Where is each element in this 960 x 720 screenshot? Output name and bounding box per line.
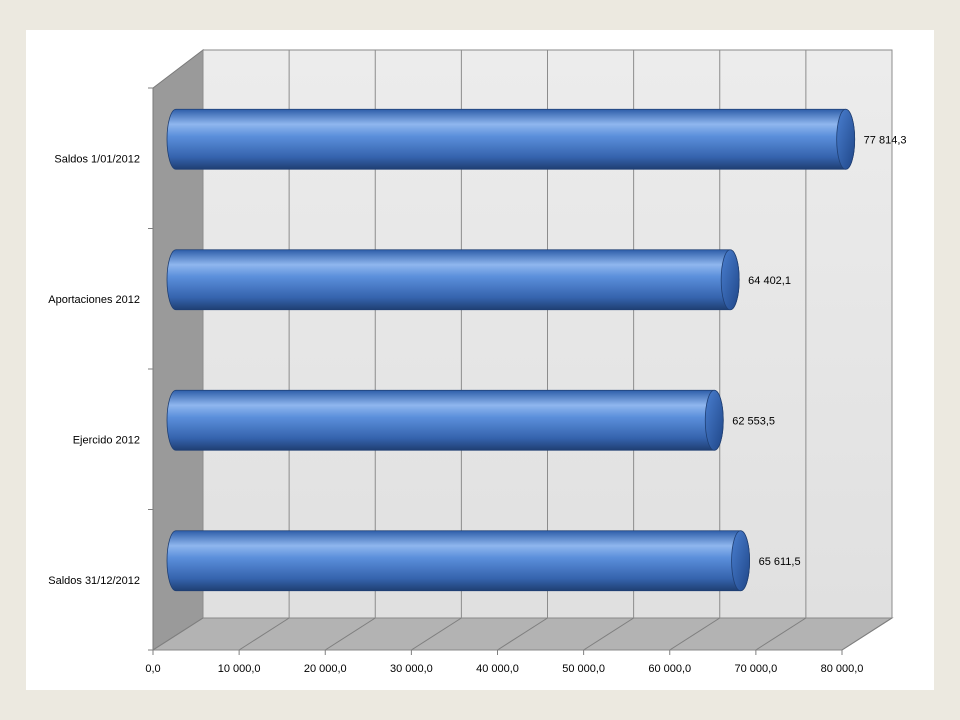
floor-gridline (841, 617, 893, 651)
floor-gridline (324, 617, 376, 651)
labels: 77 814,3 Saldos 1/01/2012 64 402,1 Aportaci… (48, 134, 906, 675)
bar-end-cap (836, 108, 856, 170)
floor-gridline (583, 617, 634, 651)
y-axis-ticks (148, 87, 153, 651)
bar (166, 108, 856, 170)
bar-end-cap (731, 530, 750, 592)
bar-body (166, 108, 856, 170)
bar-end-cap (704, 389, 724, 451)
category-label: Aportaciones 2012 (48, 294, 140, 306)
floor-gridline (238, 617, 290, 651)
category-label: Saldos 31/12/2012 (48, 575, 140, 587)
data-label: 64 402,1 (748, 275, 791, 287)
bars (166, 108, 856, 592)
data-label: 62 553,5 (732, 415, 775, 427)
data-label: 65 611,5 (759, 556, 801, 568)
bar-body (166, 530, 750, 592)
bar-body (166, 389, 724, 451)
data-label: 77 814,3 (864, 134, 907, 146)
bar (166, 530, 750, 592)
category-label: Ejercido 2012 (73, 434, 140, 446)
x-tick-label: 70 000,0 (734, 663, 777, 675)
x-tick-label: 0,0 (145, 663, 160, 675)
bar-chart: 77 814,3 Saldos 1/01/2012 64 402,1 Aportaci… (48, 48, 907, 675)
x-tick-label: 50 000,0 (562, 663, 605, 675)
floor-gridline (411, 617, 462, 651)
bar-end-cap (720, 249, 740, 311)
bar (166, 389, 724, 451)
x-tick-label: 80 000,0 (821, 663, 864, 675)
x-tick-label: 30 000,0 (390, 663, 433, 675)
x-tick-label: 20 000,0 (304, 663, 347, 675)
floor-gridline (497, 617, 548, 651)
floor-gridline (755, 617, 807, 651)
bar-body (166, 249, 740, 311)
category-label: Saldos 1/01/2012 (54, 153, 140, 165)
x-tick-label: 60 000,0 (648, 663, 691, 675)
floor-gridline (669, 617, 721, 651)
chart-panel: 77 814,3 Saldos 1/01/2012 64 402,1 Aportaci… (26, 30, 934, 690)
x-tick-label: 10 000,0 (218, 663, 261, 675)
floor-gridline (152, 617, 204, 651)
bar (166, 249, 740, 311)
x-tick-label: 40 000,0 (476, 663, 519, 675)
